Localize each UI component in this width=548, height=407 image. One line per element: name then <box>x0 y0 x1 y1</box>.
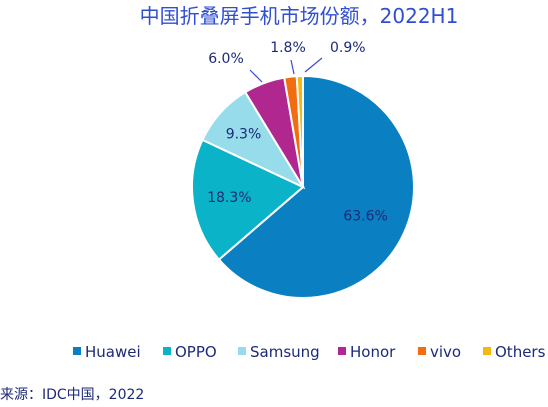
legend: Huawei OPPO Samsung Honor vivo Others <box>73 343 546 361</box>
leader-line-honor <box>249 69 263 83</box>
legend-swatch-samsung <box>238 347 246 355</box>
leader-line-others <box>304 57 323 73</box>
legend-label-honor: Honor <box>350 343 396 361</box>
legend-swatch-huawei <box>73 347 81 355</box>
data-label-huawei: 63.6% <box>343 209 387 225</box>
chart-title: 中国折叠屏手机市场份额，2022H1 <box>140 4 459 28</box>
leader-lines <box>249 57 323 83</box>
data-label-others: 0.9% <box>330 40 366 56</box>
slice-oppo <box>191 138 305 261</box>
data-label-oppo: 18.3% <box>207 190 251 206</box>
legend-label-huawei: Huawei <box>85 343 141 361</box>
data-label-samsung: 9.3% <box>226 127 262 143</box>
slice-labels: 63.6% 18.3% 9.3% 6.0% 1.8% 0.9% <box>207 40 388 225</box>
data-label-vivo: 1.8% <box>270 40 306 56</box>
leader-line-vivo <box>290 59 295 75</box>
legend-label-samsung: Samsung <box>250 343 320 361</box>
data-label-honor: 6.0% <box>208 51 244 67</box>
legend-label-others: Others <box>495 343 546 361</box>
pie-slices <box>191 74 415 299</box>
legend-label-oppo: OPPO <box>175 343 217 361</box>
legend-label-vivo: vivo <box>430 343 461 361</box>
legend-swatch-oppo <box>163 347 171 355</box>
slice-others <box>295 74 304 188</box>
legend-swatch-honor <box>338 347 346 355</box>
legend-swatch-others <box>483 347 491 355</box>
legend-swatch-vivo <box>418 347 426 355</box>
slice-huawei <box>217 74 415 299</box>
source-note: 来源：IDC中国，2022 <box>0 387 144 403</box>
